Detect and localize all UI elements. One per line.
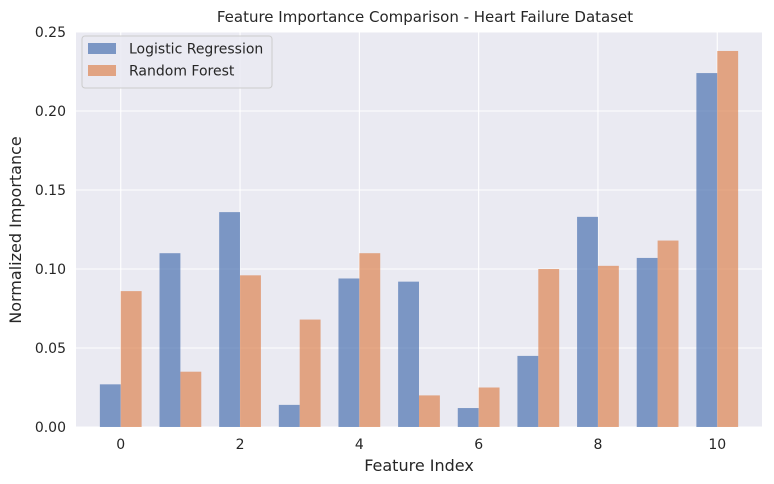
chart-title: Feature Importance Comparison - Heart Fa… bbox=[217, 8, 633, 26]
legend-swatch bbox=[88, 43, 116, 54]
bar-logistic-regression-0 bbox=[99, 384, 121, 427]
bar-logistic-regression-9 bbox=[636, 257, 658, 427]
bar-random-forest-6 bbox=[478, 387, 500, 427]
bars bbox=[99, 50, 739, 428]
y-tick-label: 0.05 bbox=[35, 341, 66, 357]
x-tick-label: 6 bbox=[474, 437, 483, 453]
legend-box bbox=[81, 35, 273, 89]
bar-random-forest-8 bbox=[597, 265, 619, 427]
bar-random-forest-5 bbox=[419, 395, 440, 427]
bar-random-forest-9 bbox=[657, 240, 679, 427]
bar-random-forest-0 bbox=[120, 291, 142, 427]
legend-swatch bbox=[88, 65, 116, 76]
bar-random-forest-2 bbox=[240, 275, 261, 427]
bar-logistic-regression-4 bbox=[338, 278, 360, 427]
x-tick-label: 4 bbox=[355, 437, 364, 453]
y-tick-label: 0.10 bbox=[35, 262, 66, 278]
y-tick-label: 0.15 bbox=[35, 183, 66, 199]
x-tick-label: 0 bbox=[116, 437, 125, 453]
y-tick-label: 0.00 bbox=[35, 420, 66, 436]
bar-logistic-regression-1 bbox=[159, 253, 181, 427]
y-tick-labels: 0.00 0.05 0.10 0.15 0.20 0.25 bbox=[35, 25, 66, 436]
y-tick-label: 0.25 bbox=[35, 25, 66, 41]
bar-random-forest-10 bbox=[717, 50, 739, 428]
legend-label: Logistic Regression bbox=[129, 42, 263, 58]
bar-random-forest-4 bbox=[359, 253, 381, 427]
y-axis-label: Normalized Importance bbox=[6, 136, 25, 324]
bar-random-forest-7 bbox=[538, 269, 560, 427]
y-tick-label: 0.20 bbox=[35, 104, 66, 120]
bar-logistic-regression-6 bbox=[457, 408, 479, 427]
bar-logistic-regression-7 bbox=[517, 355, 539, 427]
x-tick-label: 8 bbox=[593, 437, 602, 453]
bar-random-forest-1 bbox=[180, 371, 202, 427]
x-tick-label: 2 bbox=[236, 437, 245, 453]
legend: Logistic Regression Random Forest bbox=[81, 35, 273, 89]
x-tick-labels: 0 2 4 6 8 10 bbox=[116, 437, 726, 453]
legend-label: Random Forest bbox=[129, 64, 235, 80]
x-axis-label: Feature Index bbox=[364, 456, 474, 475]
bar-logistic-regression-8 bbox=[577, 216, 598, 427]
bar-logistic-regression-5 bbox=[398, 281, 419, 427]
x-tick-label: 10 bbox=[708, 437, 726, 453]
bar-logistic-regression-10 bbox=[696, 73, 718, 427]
bar-logistic-regression-2 bbox=[219, 212, 241, 427]
bar-logistic-regression-3 bbox=[278, 404, 300, 427]
bar-random-forest-3 bbox=[299, 319, 321, 427]
